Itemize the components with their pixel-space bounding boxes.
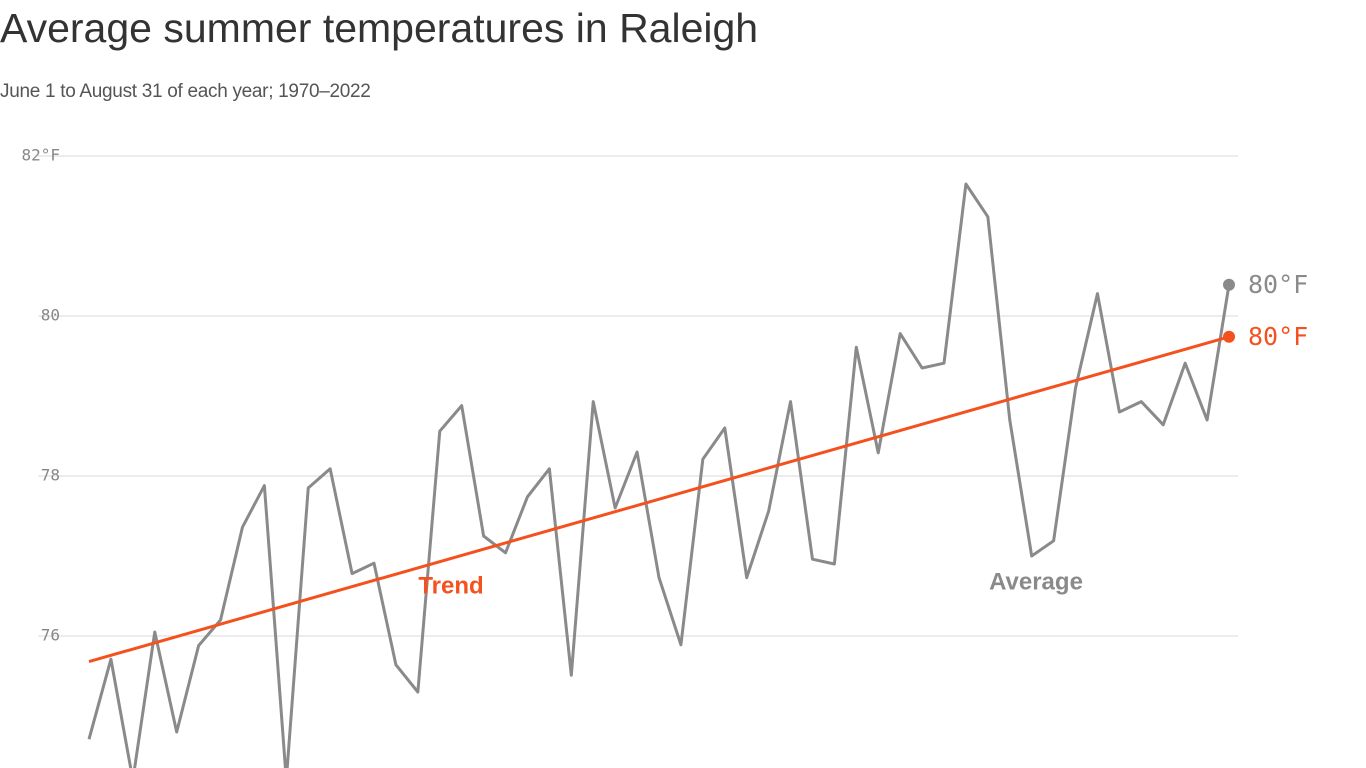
series-label: Average (989, 568, 1083, 595)
end-dot (1223, 330, 1235, 343)
plot (87, 182, 1231, 768)
chart-title: Average summer temperatures in Raleigh (0, 5, 758, 51)
end-label: 80°F (1248, 270, 1308, 299)
grid (38, 155, 1238, 637)
y-tick-label: 80 (41, 306, 60, 325)
y-tick-label: 82°F (21, 146, 60, 165)
end-label: 80°F (1248, 322, 1308, 351)
end-dot (1223, 278, 1235, 291)
series-label: Trend (418, 572, 483, 599)
series-line (87, 182, 1231, 768)
labels: 82°F 80 78 76 80°F 80°F Average Trend (21, 146, 1308, 645)
chart-subtitle: June 1 to August 31 of each year; 1970–2… (0, 81, 371, 102)
series-line (88, 335, 1230, 664)
y-tick-label: 78 (41, 466, 60, 485)
y-tick-label: 76 (41, 626, 60, 645)
